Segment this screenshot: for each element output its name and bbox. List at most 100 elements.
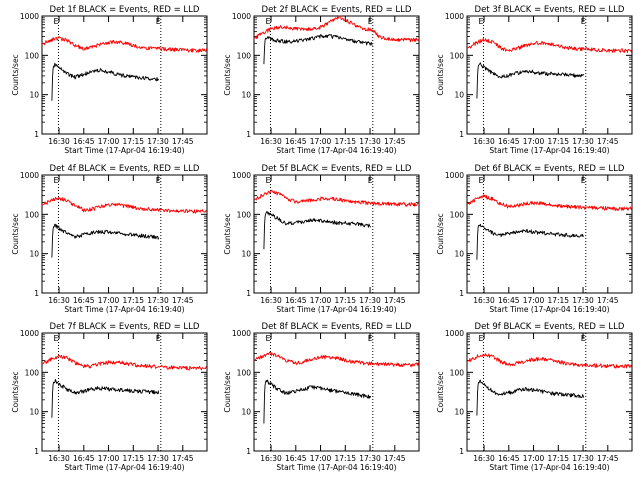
y-tick-label: 10: [29, 250, 39, 259]
x-axis-label: Start Time (17-Apr-04 16:19:40): [64, 305, 184, 314]
x-tick-label: 17:00: [523, 137, 545, 146]
x-tick-label: 17:45: [172, 137, 194, 146]
event-marker-label: E: [368, 176, 373, 185]
y-axis-label: Counts/sec: [436, 371, 445, 412]
series-line-events: [263, 211, 371, 250]
x-tick-label: 17:45: [384, 296, 406, 305]
series-line-events: [476, 62, 585, 99]
panel-det-6: Det 6f BLACK = Events, RED = LLD 1 10 100 10…: [436, 164, 633, 314]
x-tick-label: 17:30: [359, 137, 381, 146]
series-line-lld: [466, 37, 633, 53]
y-tick-label: 1: [246, 130, 251, 139]
x-tick-label: 16:45: [285, 454, 307, 463]
panel-title: Det 5f BLACK = Events, RED = LLD: [262, 164, 412, 174]
x-tick-label: 17:45: [384, 454, 406, 463]
x-tick-label: 16:30: [260, 137, 282, 146]
panel-title: Det 6f BLACK = Events, RED = LLD: [475, 164, 625, 174]
y-tick-label: 1000: [232, 329, 251, 338]
event-marker-label: E: [156, 17, 161, 26]
y-tick-label: 1: [246, 289, 251, 298]
y-axis-label: Counts/sec: [223, 213, 232, 254]
y-tick-label: 1000: [232, 12, 251, 21]
x-tick-label: 17:15: [547, 454, 569, 463]
x-tick-label: 16:45: [73, 296, 95, 305]
event-marker-label: E: [54, 334, 59, 343]
series-line-events: [476, 379, 585, 416]
panel-title: Det 9f BLACK = Events, RED = LLD: [475, 322, 625, 332]
x-tick-label: 17:45: [384, 137, 406, 146]
x-axis-label: Start Time (17-Apr-04 16:19:40): [276, 305, 396, 314]
x-tick-label: 17:15: [122, 454, 144, 463]
y-tick-label: 100: [237, 51, 252, 60]
x-tick-label: 17:00: [523, 454, 545, 463]
x-tick-label: 16:45: [498, 137, 520, 146]
x-tick-label: 16:30: [48, 296, 70, 305]
y-axis-label: Counts/sec: [11, 54, 20, 95]
plot-frame: [253, 15, 420, 135]
x-tick-label: 17:15: [334, 296, 356, 305]
x-tick-label: 16:30: [473, 296, 495, 305]
x-tick-label: 17:45: [172, 296, 194, 305]
y-tick-label: 1: [34, 447, 39, 456]
event-marker-label: E: [54, 17, 59, 26]
event-marker-label: E: [581, 17, 586, 26]
plot-frame: [253, 332, 420, 452]
y-tick-label: 1000: [20, 329, 39, 338]
panel-title: Det 1f BLACK = Events, RED = LLD: [50, 5, 200, 15]
y-tick-label: 10: [29, 408, 39, 417]
panel-det-5: Det 5f BLACK = Events, RED = LLD 1 10 100 10…: [223, 164, 420, 314]
event-marker-label: E: [479, 176, 484, 185]
event-marker-label: E: [479, 334, 484, 343]
event-marker-label: E: [156, 176, 161, 185]
x-tick-label: 16:30: [260, 454, 282, 463]
y-tick-label: 10: [454, 91, 464, 100]
series-line-lld: [253, 15, 419, 43]
x-tick-label: 17:30: [147, 137, 169, 146]
x-tick-label: 16:45: [73, 454, 95, 463]
event-marker-label: E: [581, 176, 586, 185]
y-axis-label: Counts/sec: [436, 213, 445, 254]
x-tick-label: 16:30: [48, 454, 70, 463]
x-tick-label: 17:00: [310, 137, 332, 146]
y-tick-label: 10: [454, 250, 464, 259]
y-tick-label: 1: [34, 130, 39, 139]
y-axis-label: Counts/sec: [436, 54, 445, 95]
x-tick-label: 17:00: [98, 137, 120, 146]
y-tick-label: 1000: [445, 329, 464, 338]
panel-title: Det 7f BLACK = Events, RED = LLD: [50, 322, 200, 332]
x-tick-label: 17:30: [147, 296, 169, 305]
x-tick-label: 17:45: [597, 137, 619, 146]
panel-title: Det 2f BLACK = Events, RED = LLD: [262, 5, 412, 15]
event-marker-label: E: [479, 17, 484, 26]
y-tick-label: 100: [237, 368, 252, 377]
series-line-events: [51, 62, 160, 101]
x-tick-label: 17:15: [334, 454, 356, 463]
event-marker-label: E: [581, 334, 586, 343]
series-line-events: [263, 379, 372, 424]
x-tick-label: 17:15: [547, 137, 569, 146]
y-tick-label: 1: [459, 447, 464, 456]
x-tick-label: 17:45: [172, 454, 194, 463]
y-tick-label: 10: [241, 408, 251, 417]
x-tick-label: 17:15: [122, 296, 144, 305]
panel-title: Det 8f BLACK = Events, RED = LLD: [262, 322, 412, 332]
x-tick-label: 17:15: [547, 296, 569, 305]
y-axis-label: Counts/sec: [223, 54, 232, 95]
y-tick-label: 100: [25, 368, 40, 377]
x-axis-label: Start Time (17-Apr-04 16:19:40): [276, 463, 396, 472]
y-tick-label: 100: [237, 210, 252, 219]
y-axis-label: Counts/sec: [11, 371, 20, 412]
y-tick-label: 1000: [20, 12, 39, 21]
series-line-lld: [253, 189, 419, 207]
y-tick-label: 1000: [232, 171, 251, 180]
plot-frame: [466, 15, 633, 135]
y-tick-label: 10: [241, 250, 251, 259]
event-marker-label: E: [156, 334, 161, 343]
x-tick-label: 17:30: [572, 454, 594, 463]
x-tick-label: 17:30: [359, 296, 381, 305]
x-tick-label: 16:45: [498, 296, 520, 305]
plot-frame: [466, 332, 633, 452]
series-line-events: [263, 33, 373, 65]
x-tick-label: 16:45: [73, 137, 95, 146]
